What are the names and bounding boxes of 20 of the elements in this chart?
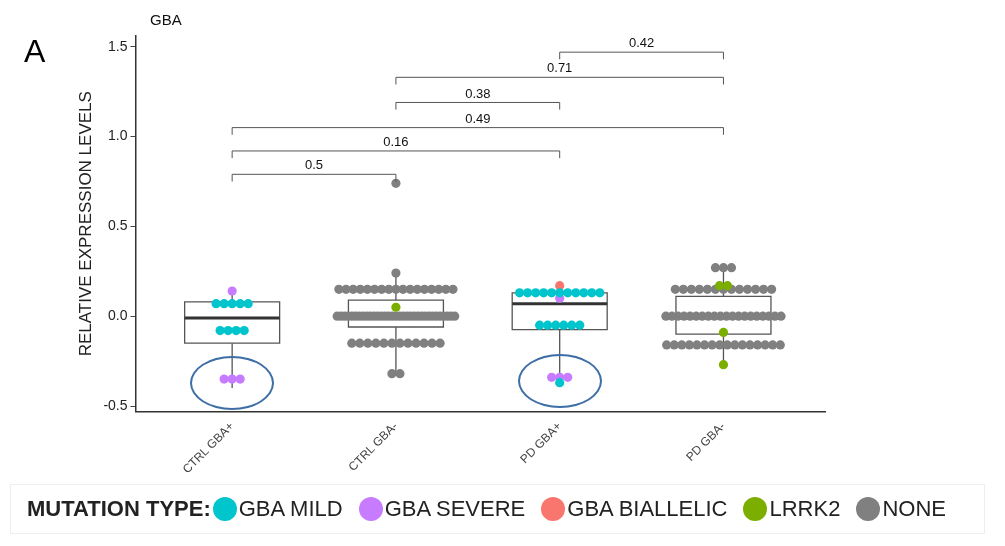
y-tick-label: 1.5	[108, 37, 128, 54]
y-tick-label: 0.0	[108, 307, 128, 324]
chart-title: GBA	[150, 11, 182, 28]
y-tick-label: 1.0	[108, 127, 128, 144]
legend-label: GBA SEVERE	[384, 496, 526, 522]
y-tick-label: -0.5	[103, 396, 128, 413]
y-axis-title: RELATIVE EXPRESSION LEVELS	[75, 91, 95, 357]
legend-label: NONE	[882, 496, 946, 522]
y-tick-label: 0.5	[108, 217, 128, 234]
legend-label: GBA MILD	[238, 496, 343, 522]
annotation: 0.5	[305, 157, 324, 173]
legend-label: GBA BIALLELIC	[567, 496, 728, 522]
annotation: 0.42	[628, 35, 655, 51]
legend-label: LRRK2	[769, 496, 841, 522]
annotation: 0.71	[547, 60, 573, 76]
legend-title: MUTATION TYPE:	[27, 496, 211, 522]
text: A	[24, 33, 46, 69]
annotation: 0.16	[383, 134, 409, 150]
annotation: 0.38	[465, 85, 491, 101]
annotation: 0.49	[465, 110, 491, 126]
